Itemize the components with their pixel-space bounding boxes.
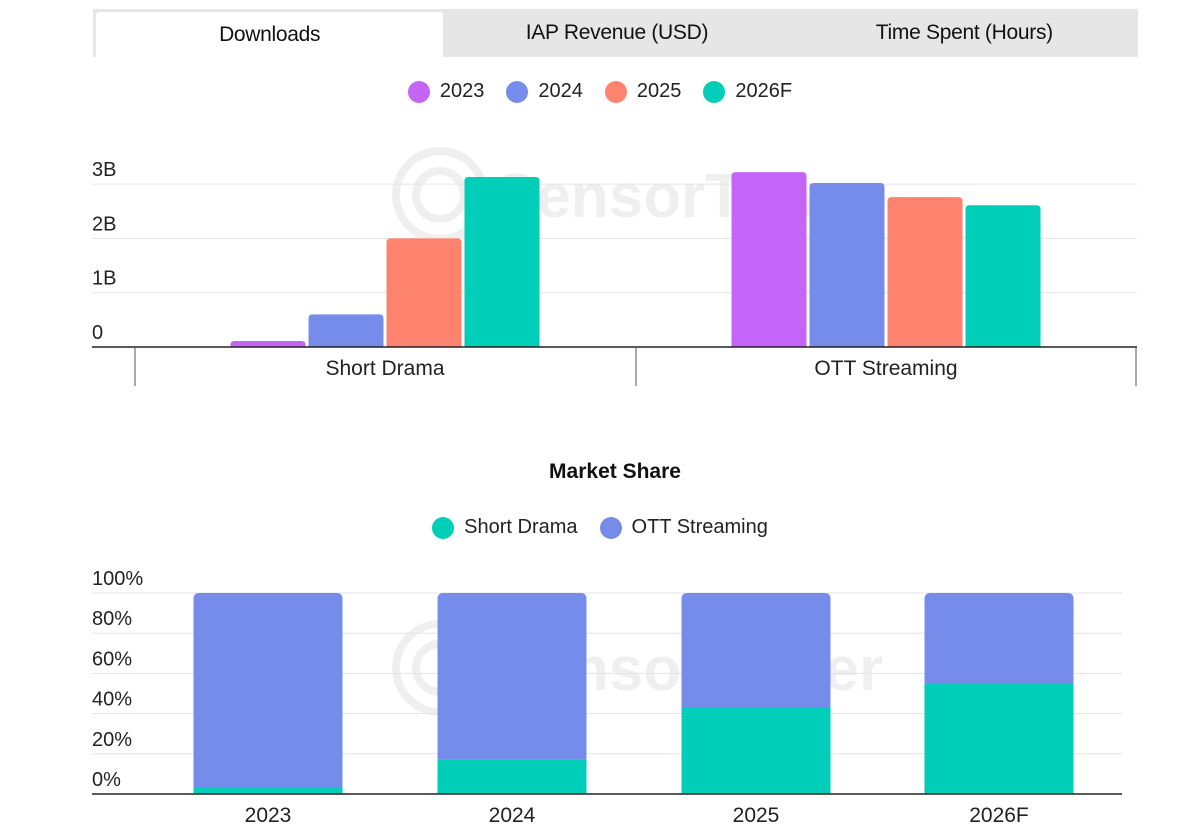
legend-label-2025: 2025 — [636, 80, 682, 102]
legend-item-2025[interactable]: 2025 — [604, 80, 682, 103]
legend-item-2024[interactable]: 2024 — [506, 80, 583, 103]
legend-item-ott-streaming[interactable]: OTT Streaming — [599, 516, 768, 539]
bar-2025-ott-streaming — [681, 593, 831, 708]
x-tick-label-share-2023: 2023 — [245, 804, 292, 827]
market-share-legend: Short Drama OTT Streaming — [0, 516, 1200, 539]
bar-short-drama-2025 — [386, 238, 462, 347]
bar-ott-streaming-2024 — [809, 183, 885, 347]
y-tick-label-1b: 1B — [92, 268, 116, 290]
bar-ott-streaming-2026f — [965, 205, 1041, 347]
legend-dot-2025 — [604, 80, 627, 103]
tab-time-spent[interactable]: Time Spent (Hours) — [875, 21, 1053, 44]
bar-2026f-ott-streaming — [924, 593, 1074, 685]
x-tick-label-short-drama: Short Drama — [325, 357, 444, 380]
watermark-logo-inner-icon — [412, 167, 468, 223]
bar-2025-short-drama — [681, 707, 831, 794]
bar-2023-short-drama — [193, 786, 343, 794]
bar-short-drama-2024 — [308, 314, 384, 347]
legend-item-2023[interactable]: 2023 — [407, 80, 485, 103]
legend-label-ott-streaming: OTT Streaming — [631, 516, 768, 538]
tab-iap-revenue[interactable]: IAP Revenue (USD) — [525, 21, 709, 44]
legend-dot-short-drama — [432, 516, 455, 539]
legend-dot-2024 — [506, 80, 529, 103]
legend-dot-2026f — [703, 80, 726, 103]
x-tick-label-share-2026f: 2026F — [969, 804, 1029, 827]
y-tick-label-share-60: 60% — [92, 648, 132, 670]
y-tick-label-share-80: 80% — [92, 608, 132, 630]
bar-ott-streaming-2025 — [887, 197, 963, 347]
legend-label-short-drama: Short Drama — [464, 516, 578, 538]
bar-2023-ott-streaming — [193, 593, 343, 787]
bar-2026f-short-drama — [924, 684, 1074, 794]
y-tick-label-2b: 2B — [92, 213, 116, 235]
bar-ott-streaming-2023 — [731, 172, 807, 347]
y-tick-label-share-100: 100% — [92, 568, 143, 590]
legend-item-2026f[interactable]: 2026F — [703, 80, 792, 103]
x-tick-label-share-2024: 2024 — [489, 804, 536, 827]
y-tick-label-0: 0 — [92, 322, 103, 344]
y-tick-label-3b: 3B — [92, 159, 116, 181]
bar-2024-short-drama — [437, 759, 587, 794]
bar-short-drama-2026f — [464, 177, 540, 347]
y-tick-label-share-40: 40% — [92, 689, 132, 711]
legend-dot-ott-streaming — [599, 516, 622, 539]
x-tick-label-ott-streaming: OTT Streaming — [814, 357, 957, 380]
legend-item-short-drama[interactable]: Short Drama — [432, 516, 578, 539]
legend-label-2024: 2024 — [538, 80, 583, 102]
bar-short-drama-2023 — [230, 341, 306, 347]
legend-label-2026f: 2026F — [735, 80, 793, 102]
y-tick-label-share-20: 20% — [92, 729, 132, 751]
x-tick-label-share-2025: 2025 — [733, 804, 780, 827]
legend-label-2023: 2023 — [439, 80, 485, 102]
legend-dot-2023 — [407, 80, 430, 103]
bar-2024-ott-streaming — [437, 593, 587, 760]
metric-tabs: Downloads IAP Revenue (USD) Time Spent (… — [93, 9, 1138, 57]
y-tick-label-share-0: 0% — [92, 769, 121, 791]
tab-downloads[interactable]: Downloads — [96, 12, 444, 57]
downloads-legend: 2023 2024 2025 2026F — [0, 80, 1200, 103]
market-share-title: Market Share — [549, 460, 681, 483]
